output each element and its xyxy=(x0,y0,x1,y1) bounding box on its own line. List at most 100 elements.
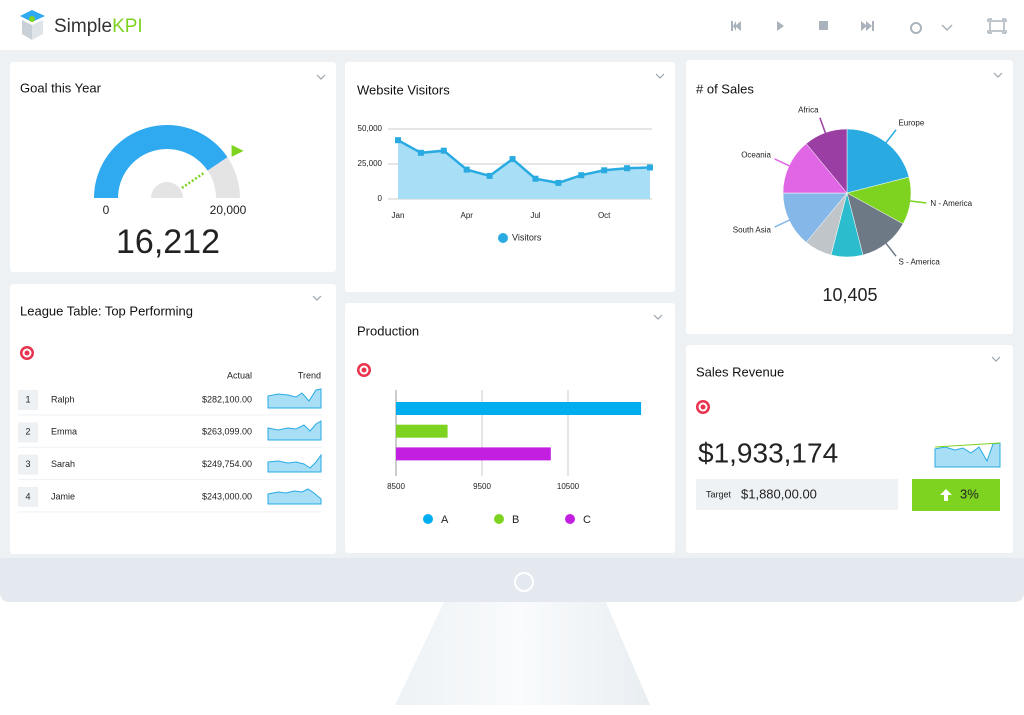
marker xyxy=(555,179,562,186)
rank: 3 xyxy=(25,459,30,469)
marker xyxy=(647,164,653,171)
name: Sarah xyxy=(51,459,75,469)
monitor-bezel xyxy=(0,558,1024,602)
header xyxy=(0,0,1024,50)
target-line xyxy=(934,442,1001,448)
player-controls xyxy=(731,18,1007,34)
panel-menu[interactable] xyxy=(653,314,663,320)
panel-title: Production xyxy=(357,323,419,338)
bar xyxy=(396,447,551,461)
panel-menu[interactable] xyxy=(316,74,326,80)
change-value: 3% xyxy=(960,486,979,501)
marker xyxy=(532,175,539,182)
legend-label: A xyxy=(441,514,449,526)
target-value: $1,880,00.00 xyxy=(741,486,817,501)
sparkline xyxy=(267,388,322,409)
sparkline xyxy=(267,488,322,505)
skip-forward-button[interactable] xyxy=(861,21,874,31)
marker xyxy=(417,149,424,156)
marker xyxy=(395,137,401,144)
x-tick-label: 9500 xyxy=(473,482,491,491)
leader-line xyxy=(774,158,794,169)
dropdown-button[interactable] xyxy=(941,24,953,32)
legend-swatch xyxy=(565,514,575,524)
sparkline xyxy=(267,453,322,473)
panel-title: # of Sales xyxy=(696,81,754,96)
name: Ralph xyxy=(51,394,75,404)
pie-label: South Asia xyxy=(733,226,772,235)
marker xyxy=(440,147,447,154)
panel-menu[interactable] xyxy=(655,73,665,79)
x-tick-label: 8500 xyxy=(387,482,405,491)
rank: 4 xyxy=(25,491,30,501)
bar xyxy=(396,402,642,415)
fullscreen-button[interactable] xyxy=(987,18,1007,34)
y-tick-label: 0 xyxy=(378,194,383,203)
brand: SimpleKPI xyxy=(54,16,143,37)
stop-button[interactable] xyxy=(819,21,828,30)
target-label: Target xyxy=(706,489,732,499)
sparkline xyxy=(934,442,1001,468)
gauge-value-label: 16,212 xyxy=(116,223,220,261)
leader-line xyxy=(906,199,927,204)
pie-label: Oceania xyxy=(741,151,771,160)
rank-box xyxy=(18,422,38,443)
rank: 2 xyxy=(25,427,30,437)
gauge-tick-label: 0 xyxy=(103,203,110,217)
pie-label: Europe xyxy=(898,119,924,128)
actual: $282,100.00 xyxy=(202,394,252,404)
rank-box xyxy=(18,390,38,410)
marker xyxy=(578,172,585,179)
legend-label: B xyxy=(512,514,519,526)
gauge-tick-label: 20,000 xyxy=(210,203,247,217)
power-button[interactable] xyxy=(514,572,534,592)
panel-title: Goal this Year xyxy=(20,80,102,95)
rank-box xyxy=(18,486,38,507)
legend-swatch xyxy=(494,514,504,524)
marker xyxy=(624,165,631,172)
legend-label: Visitors xyxy=(512,232,542,242)
marker xyxy=(509,156,516,163)
actual: $249,754.00 xyxy=(202,459,252,469)
legend-label: C xyxy=(583,514,591,526)
panel-menu[interactable] xyxy=(993,72,1003,78)
panel-menu[interactable] xyxy=(991,356,1001,362)
production-panel xyxy=(345,303,675,553)
marker xyxy=(601,167,608,174)
skip-back-button[interactable] xyxy=(731,21,741,31)
marker xyxy=(486,172,493,179)
brand-accent: KPI xyxy=(112,16,143,37)
panel-title: League Table: Top Performing xyxy=(20,303,193,318)
leader-line xyxy=(774,217,794,228)
rank-box xyxy=(18,454,38,475)
x-tick-label: Oct xyxy=(598,211,611,220)
legend-swatch xyxy=(423,514,433,524)
x-tick-label: Jan xyxy=(392,211,405,220)
logo-icon xyxy=(20,10,45,40)
column-header: Trend xyxy=(298,370,321,380)
target-icon xyxy=(357,363,371,377)
play-button[interactable] xyxy=(777,21,784,31)
y-tick-label: 50,000 xyxy=(358,124,383,133)
gauge-needle xyxy=(181,172,205,189)
league-panel xyxy=(10,284,336,554)
target-box xyxy=(696,479,898,510)
x-tick-label: 10500 xyxy=(557,482,580,491)
brand-name: Simple xyxy=(54,16,112,37)
refresh-button[interactable] xyxy=(910,22,922,34)
leader-line xyxy=(883,129,897,147)
pie-total: 10,405 xyxy=(822,285,877,305)
line xyxy=(397,139,651,185)
panel-menus xyxy=(312,72,1003,362)
up-arrow-icon xyxy=(940,489,952,501)
monitor-stand xyxy=(395,600,650,705)
column-header: Actual xyxy=(227,370,252,380)
x-tick-label: Apr xyxy=(461,211,474,220)
name: Jamie xyxy=(51,491,75,501)
goal-panel xyxy=(10,62,336,272)
x-tick-label: Jul xyxy=(530,211,540,220)
rank: 1 xyxy=(25,394,30,404)
pie-label: S - America xyxy=(898,258,940,267)
panel-menu[interactable] xyxy=(312,295,322,301)
revenue-value: $1,933,174 xyxy=(698,437,838,468)
